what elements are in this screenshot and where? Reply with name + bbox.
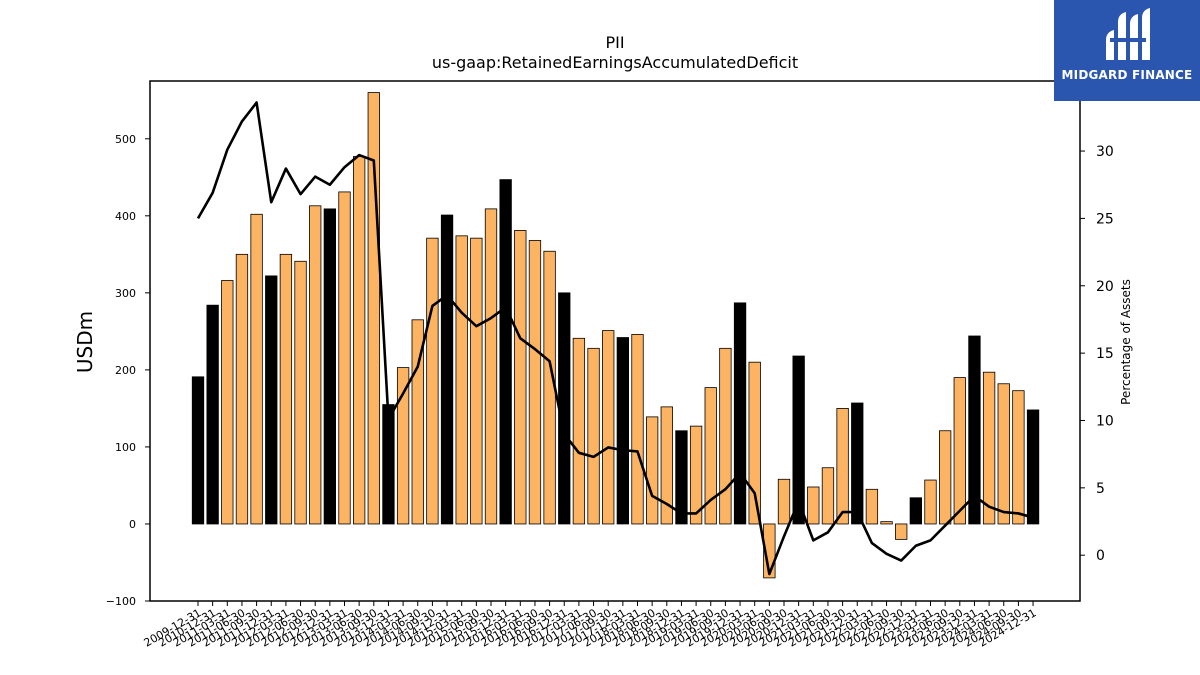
y2-tick-label: 5 [1096,481,1105,497]
bar-2021-03-31 [807,486,820,525]
bar-2023-12-31 [968,335,981,525]
bar-2012-03-31 [279,253,293,525]
bar-2011-09-30 [250,213,263,525]
bar-2020-03-31 [748,361,761,525]
y-tick-label: 500 [115,133,136,146]
y2-axis-label: Percentage of Assets [1119,279,1133,405]
bar-2013-12-31 [382,404,395,525]
bar-2015-12-31 [499,179,512,525]
bar-2016-06-30 [528,240,542,525]
bar-2017-12-31 [616,337,629,525]
bar-2016-03-31 [514,230,527,525]
bar-2013-03-31 [338,191,351,525]
y-axis-label: USDm [73,311,97,373]
bar-2022-09-30 [895,523,908,540]
plot-frame [149,80,1081,602]
bar-2011-06-30 [235,253,249,525]
bar-2022-12-31 [909,497,922,525]
y-tick-label: 400 [115,210,136,223]
y2-tick-label: 20 [1096,279,1114,295]
bar-2023-06-30 [939,430,952,525]
bar-2018-09-30 [660,406,673,525]
y2-tick-label: 15 [1096,346,1114,362]
axes: −10001002003004005000510152025302009-12-… [106,80,1114,650]
bar-2022-06-30 [880,521,893,525]
bar-2011-12-31 [265,275,278,525]
chart-subtitle: us-gaap:RetainedEarningsAccumulatedDefic… [432,53,798,72]
y2-tick-label: 10 [1096,413,1114,429]
bar-2009-12-31 [191,376,205,525]
bar-2020-12-31 [792,355,805,525]
bar-2020-06-30 [763,523,776,579]
bar-2019-06-30 [704,387,717,525]
bar-2022-03-31 [865,488,879,525]
bar-2012-06-30 [294,260,307,525]
bar-2017-03-31 [572,337,586,525]
bar-2015-09-30 [484,208,498,525]
bar-2023-09-30 [953,377,966,525]
bar-2011-03-31 [221,280,234,525]
chart-title: PII [605,33,624,52]
bar-2017-06-30 [587,347,600,525]
bar-2013-06-30 [352,156,366,525]
bar-2020-09-30 [777,478,791,525]
logo-text: MIDGARD FINANCE [1061,68,1193,82]
y-tick-label: 300 [115,287,136,300]
bar-2010-12-31 [206,304,219,525]
bar-2019-12-31 [733,302,747,525]
bar-2018-06-30 [646,416,659,525]
bar-2023-03-31 [924,479,937,525]
y-tick-label: 100 [115,441,136,454]
logo-mark-icon [1106,8,1150,60]
percentage-of-assets-line [196,101,1034,576]
bar-2021-09-30 [836,408,849,525]
bar-2018-03-31 [631,334,644,525]
bar-2024-03-31 [982,371,996,525]
y-tick-label: −100 [106,595,136,608]
bar-group [191,92,1040,579]
bar-2024-09-30 [1012,390,1025,525]
bar-2019-03-31 [689,425,703,525]
bar-2014-06-30 [411,319,424,525]
bar-2017-09-30 [602,330,615,525]
bar-2015-03-31 [455,235,468,525]
bar-2014-03-31 [396,367,410,525]
y-tick-label: 200 [115,364,136,377]
bar-2014-12-31 [440,214,454,525]
bar-2024-12-31 [1026,409,1040,525]
bar-2021-12-31 [851,402,864,525]
bar-2013-09-30 [367,92,380,525]
bar-2015-06-30 [470,237,483,525]
line-layer [196,101,1034,576]
y2-tick-label: 0 [1096,548,1105,564]
y-tick-label: 0 [129,518,136,531]
bar-2014-09-30 [426,237,439,525]
bar-2012-12-31 [323,208,337,525]
y2-tick-label: 25 [1096,211,1114,227]
y2-tick-label: 30 [1096,144,1114,160]
bar-2024-06-30 [997,383,1010,525]
bar-2012-09-30 [309,205,322,525]
bar-2021-06-30 [821,467,835,525]
midgard-finance-logo: MIDGARD FINANCE [1054,0,1200,101]
bar-2018-12-31 [675,430,688,525]
bar-2019-09-30 [719,347,732,525]
